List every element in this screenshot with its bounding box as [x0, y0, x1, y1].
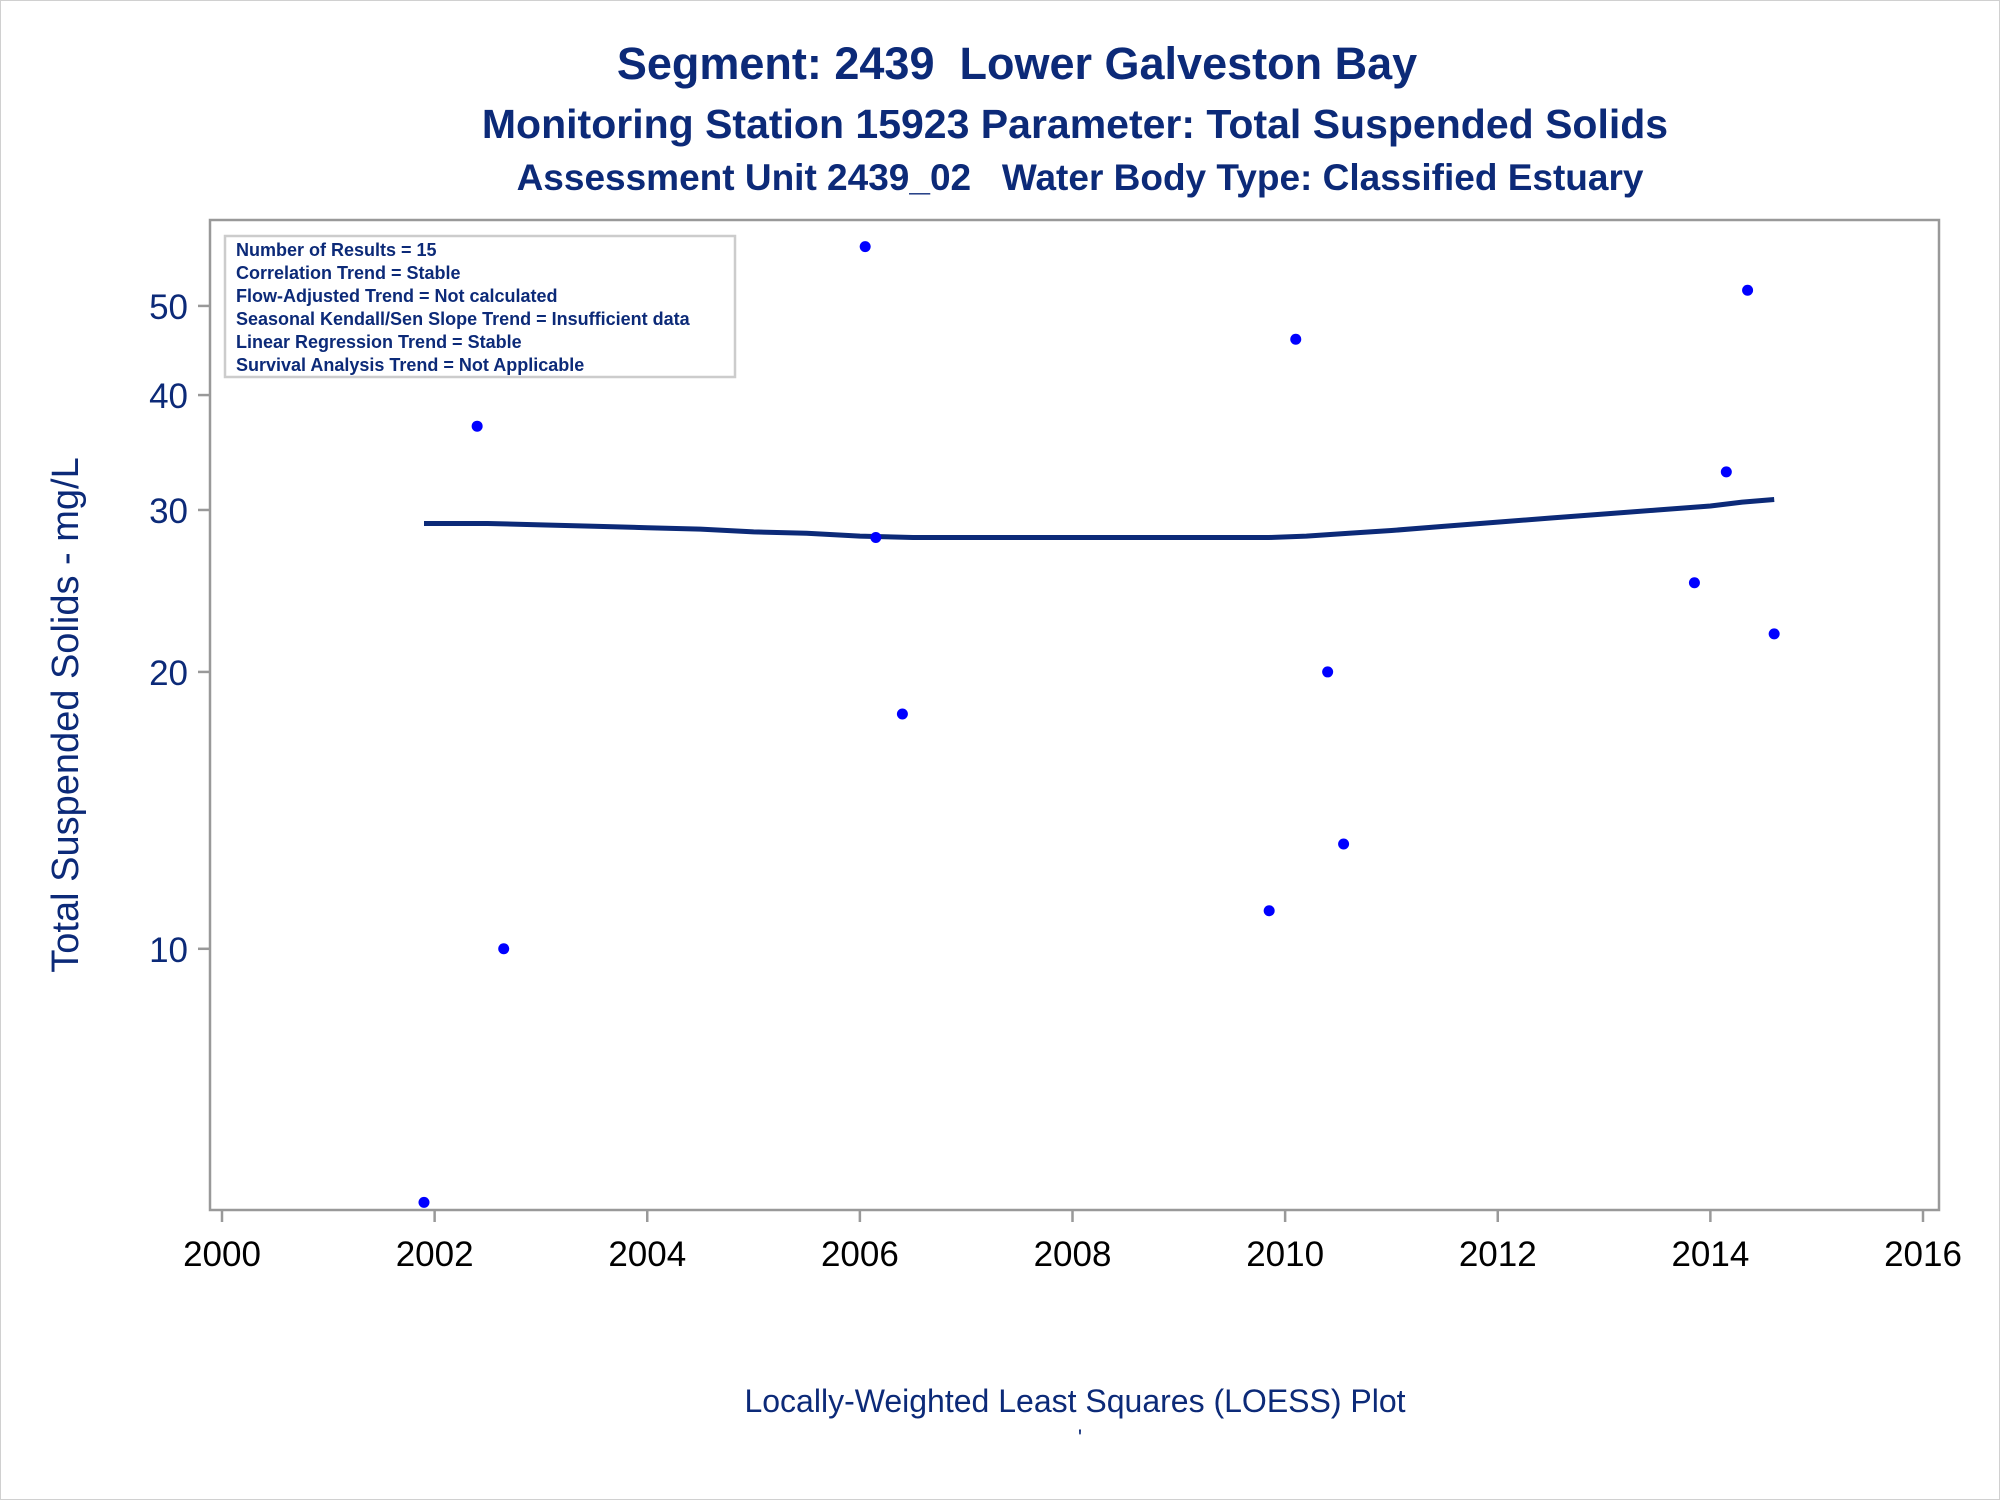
data-point — [1768, 628, 1780, 640]
x-tick-label: 2012 — [1459, 1235, 1537, 1274]
stats-line: Correlation Trend = Stable — [236, 263, 461, 283]
y-axis-label: Total Suspended Solids - mg/L — [45, 457, 87, 972]
y-tick-label: 20 — [149, 654, 188, 693]
data-point — [1263, 905, 1275, 917]
stats-line: Linear Regression Trend = Stable — [236, 332, 522, 352]
data-point — [471, 420, 483, 432]
data-point — [1338, 838, 1350, 850]
x-axis-label: Locally-Weighted Least Squares (LOESS) P… — [744, 1383, 1405, 1419]
data-point — [1742, 284, 1754, 296]
data-point — [1322, 666, 1334, 678]
data-point — [1688, 577, 1700, 589]
x-tick-label: 2000 — [183, 1235, 261, 1274]
y-axis: 10 20 30 40 50 — [149, 288, 210, 970]
x-tick-label: 2014 — [1671, 1235, 1749, 1274]
x-tick-label: 2010 — [1246, 1235, 1324, 1274]
data-point — [1290, 333, 1302, 345]
y-tick-label: 40 — [149, 377, 188, 416]
stats-line: Survival Analysis Trend = Not Applicable — [236, 355, 584, 375]
chart-title: Segment: 2439 Lower Galveston Bay — [617, 38, 1417, 89]
data-point — [896, 708, 908, 720]
loess-line — [424, 497, 1775, 540]
y-tick-label: 10 — [149, 931, 188, 970]
data-point — [859, 241, 871, 253]
chart-subtitle: Monitoring Station 15923 Parameter: Tota… — [482, 101, 1668, 147]
loess-layer — [424, 497, 1775, 540]
points-layer — [418, 241, 1780, 1208]
data-point — [498, 943, 510, 955]
stats-line: Number of Results = 15 — [236, 240, 437, 260]
chart-subtitle-2: Assessment Unit 2439_02 Water Body Type:… — [517, 157, 1644, 198]
x-tick-label: 2006 — [821, 1235, 899, 1274]
x-tick-label: 2002 — [396, 1235, 474, 1274]
stats-box: Number of Results = 15 Correlation Trend… — [223, 234, 737, 379]
y-tick-label: 30 — [149, 492, 188, 531]
x-axis: 2000 2002 2004 2006 2008 2010 2012 2014 2016 — [183, 1210, 1962, 1274]
x-tick-label: 2004 — [608, 1235, 686, 1274]
stats-line: Seasonal Kendall/Sen Slope Trend = Insuf… — [236, 309, 691, 329]
x-tick-label: 2016 — [1884, 1235, 1962, 1274]
data-point — [870, 532, 882, 544]
x-tick-label: 2008 — [1034, 1235, 1112, 1274]
stats-line: Flow-Adjusted Trend = Not calculated — [236, 286, 558, 306]
data-point — [1720, 466, 1732, 478]
stats-box-frame — [223, 234, 737, 379]
footnote-mark: ' — [1078, 1425, 1082, 1450]
plot-area — [208, 218, 1941, 1212]
y-tick-label: 50 — [149, 288, 188, 327]
data-point — [418, 1196, 430, 1208]
